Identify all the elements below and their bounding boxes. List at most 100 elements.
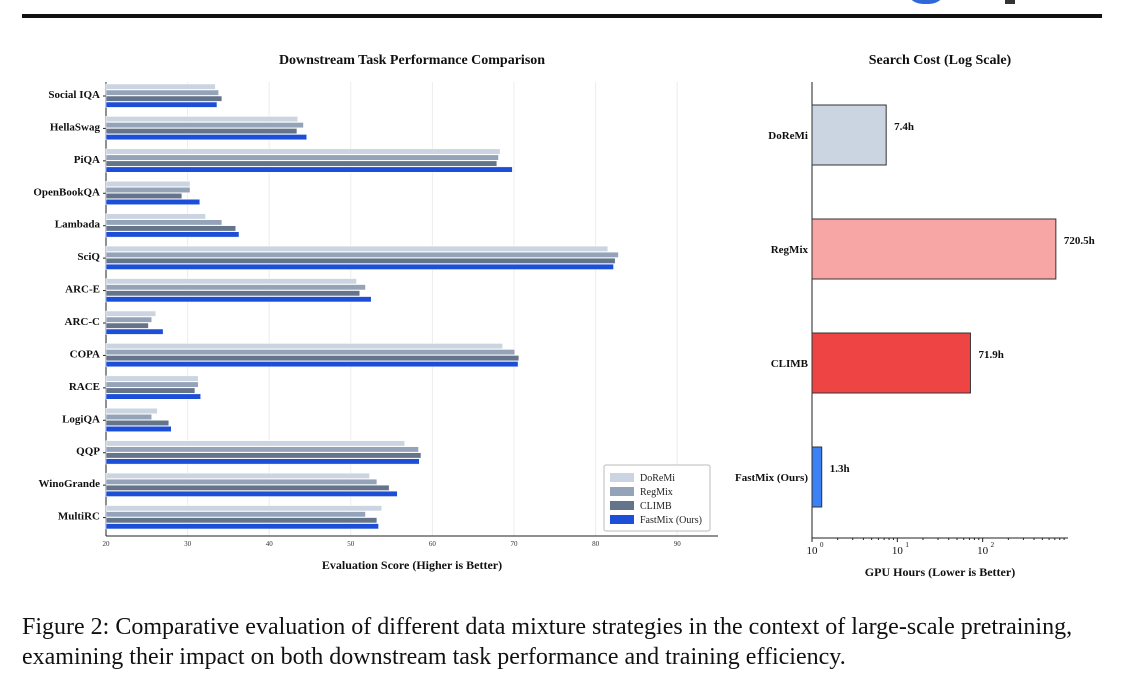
bar-fastmix-ours	[105, 490, 398, 497]
legend-label: CLIMB	[640, 501, 672, 512]
legend-label: RegMix	[640, 487, 673, 498]
bar-regmix	[105, 414, 152, 420]
legend-swatch	[610, 501, 634, 510]
cost-x-axis-label: GPU Hours (Lower is Better)	[865, 565, 1015, 579]
legend-label: DoReMi	[640, 473, 675, 484]
bar-fastmix-ours	[105, 263, 614, 270]
bar-climb	[105, 355, 520, 362]
data-label: 1.3h	[830, 463, 850, 475]
cost-bar	[811, 332, 971, 394]
bar-fastmix-ours	[105, 166, 513, 173]
bar-fastmix-ours	[105, 393, 201, 400]
x-tick-label: 40	[266, 540, 274, 548]
bar-fastmix-ours	[105, 361, 519, 368]
bar-climb	[105, 257, 616, 264]
bar-doremi	[105, 278, 357, 285]
x-tick-label: 50	[347, 540, 355, 548]
bar-climb	[105, 128, 298, 135]
bar-regmix	[105, 446, 419, 453]
bar-doremi	[105, 375, 199, 382]
bar-regmix	[105, 284, 366, 291]
y-tick-label: WinoGrande	[38, 478, 100, 490]
bar-regmix	[105, 251, 619, 258]
logo-fragment-b	[1005, 0, 1015, 4]
logo-fragment	[905, 0, 947, 4]
figure-caption: Figure 2: Comparative evaluation of diff…	[22, 614, 1073, 670]
x-tick-exponent: 2	[991, 541, 995, 549]
bar-climb	[105, 484, 390, 491]
x-tick-exponent: 0	[820, 541, 824, 549]
y-tick-label: ARC-E	[65, 284, 100, 296]
x-tick-label: 30	[184, 540, 192, 548]
x-tick-label: 10	[892, 545, 904, 557]
legend-swatch	[610, 473, 634, 482]
bar-climb	[105, 420, 170, 426]
cost-bar	[811, 446, 823, 508]
y-tick-label: HellaSwag	[50, 121, 101, 133]
bar-regmix	[105, 349, 516, 356]
bar-regmix	[105, 478, 378, 485]
bar-regmix	[105, 122, 304, 129]
x-tick-label: 10	[807, 545, 819, 557]
bar-doremi	[105, 181, 191, 187]
bar-doremi	[105, 83, 216, 90]
x-tick-label: 60	[429, 540, 437, 548]
cost-chart-title: Search Cost (Log Scale)	[869, 53, 1012, 68]
bar-climb	[105, 95, 223, 102]
y-tick-label: COPA	[70, 348, 100, 360]
bar-fastmix-ours	[105, 458, 420, 465]
x-tick-label: 20	[103, 540, 111, 548]
bar-regmix	[105, 89, 219, 96]
y-tick-label: ARC-C	[65, 316, 100, 328]
bar-climb	[105, 387, 196, 394]
x-tick-label: 70	[511, 540, 519, 548]
y-tick-label: OpenBookQA	[33, 186, 100, 198]
y-tick-label: MultiRC	[58, 511, 100, 523]
bar-regmix	[105, 219, 223, 226]
data-label: 71.9h	[978, 349, 1003, 361]
performance-plot-area: 20 30 40 50 60 70 80 90 Social IQA HellaSwag PiQA O…	[33, 82, 718, 548]
bar-fastmix-ours	[105, 134, 307, 141]
bar-climb	[105, 225, 236, 232]
bar-doremi	[105, 213, 206, 220]
y-tick-label: LogiQA	[62, 413, 100, 425]
bar-fastmix-ours	[105, 328, 164, 335]
y-tick-label: QQP	[76, 446, 100, 458]
legend-swatch	[610, 515, 634, 524]
x-tick-exponent: 1	[905, 541, 909, 549]
cost-chart: Search Cost (Log Scale) GPU Hours (Lower…	[735, 53, 1095, 579]
y-tick-label: CLIMB	[771, 358, 809, 370]
bar-regmix	[105, 381, 199, 388]
x-tick-label: 80	[592, 540, 600, 548]
bar-fastmix-ours	[105, 231, 240, 238]
bar-doremi	[105, 505, 383, 512]
data-label: 7.4h	[894, 121, 914, 133]
cost-bar	[811, 104, 887, 166]
bar-doremi	[105, 148, 501, 155]
y-tick-label: RACE	[69, 381, 100, 393]
cost-bar	[811, 218, 1057, 280]
y-tick-label: FastMix (Ours)	[735, 472, 808, 484]
performance-chart-title: Downstream Task Performance Comparison	[279, 53, 545, 68]
bar-doremi	[105, 343, 503, 350]
bar-fastmix-ours	[105, 426, 172, 432]
x-tick-label: 90	[674, 540, 682, 548]
bar-doremi	[105, 472, 370, 479]
performance-x-axis-label: Evaluation Score (Higher is Better)	[322, 558, 502, 572]
y-tick-label: Lambada	[55, 219, 101, 231]
bar-doremi	[105, 440, 405, 447]
bar-regmix	[105, 154, 499, 161]
y-tick-label: Social IQA	[48, 89, 100, 101]
bar-climb	[105, 160, 498, 167]
y-tick-label: RegMix	[771, 244, 809, 256]
bar-climb	[105, 290, 361, 297]
y-tick-label: DoReMi	[768, 130, 808, 142]
bar-climb	[105, 193, 183, 199]
x-tick-label: 10	[977, 545, 989, 557]
bar-doremi	[105, 116, 299, 123]
bar-regmix	[105, 187, 191, 193]
data-label: 720.5h	[1064, 235, 1095, 247]
bar-doremi	[105, 310, 157, 317]
bar-fastmix-ours	[105, 101, 218, 108]
y-tick-label: SciQ	[77, 251, 100, 263]
